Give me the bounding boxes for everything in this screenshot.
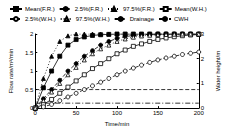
svg-text:1.5: 1.5	[25, 50, 34, 56]
svg-text:200: 200	[194, 110, 205, 116]
svg-text:CWH: CWH	[174, 16, 188, 22]
svg-text:150: 150	[153, 110, 164, 116]
svg-text:0.5: 0.5	[25, 87, 34, 93]
svg-text:0: 0	[200, 105, 205, 112]
svg-text:0: 0	[34, 110, 38, 116]
svg-text:2: 2	[201, 56, 205, 62]
svg-text:0: 0	[29, 105, 34, 112]
svg-text:Water height/m: Water height/m	[215, 51, 221, 91]
svg-text:Mean(F.R.): Mean(F.R.)	[25, 6, 55, 12]
svg-text:Drainage: Drainage	[130, 16, 155, 22]
svg-text:1: 1	[201, 80, 205, 86]
svg-text:2.5%(F.R.): 2.5%(F.R.)	[75, 6, 103, 12]
svg-text:1: 1	[30, 68, 34, 74]
svg-text:Time/min: Time/min	[105, 121, 129, 127]
svg-text:97.5%(W.H.): 97.5%(W.H.)	[76, 16, 110, 22]
svg-text:Flow rate/m³/min: Flow rate/m³/min	[8, 49, 14, 94]
svg-text:2: 2	[30, 31, 34, 37]
svg-text:Mean(W.H.): Mean(W.H.)	[175, 6, 207, 12]
svg-text:3: 3	[201, 31, 205, 37]
svg-text:50: 50	[73, 110, 80, 116]
svg-text:97.5%(F.R.): 97.5%(F.R.)	[123, 6, 155, 12]
svg-text:100: 100	[112, 110, 123, 116]
svg-text:2.5%(W.H.): 2.5%(W.H.)	[25, 16, 56, 22]
